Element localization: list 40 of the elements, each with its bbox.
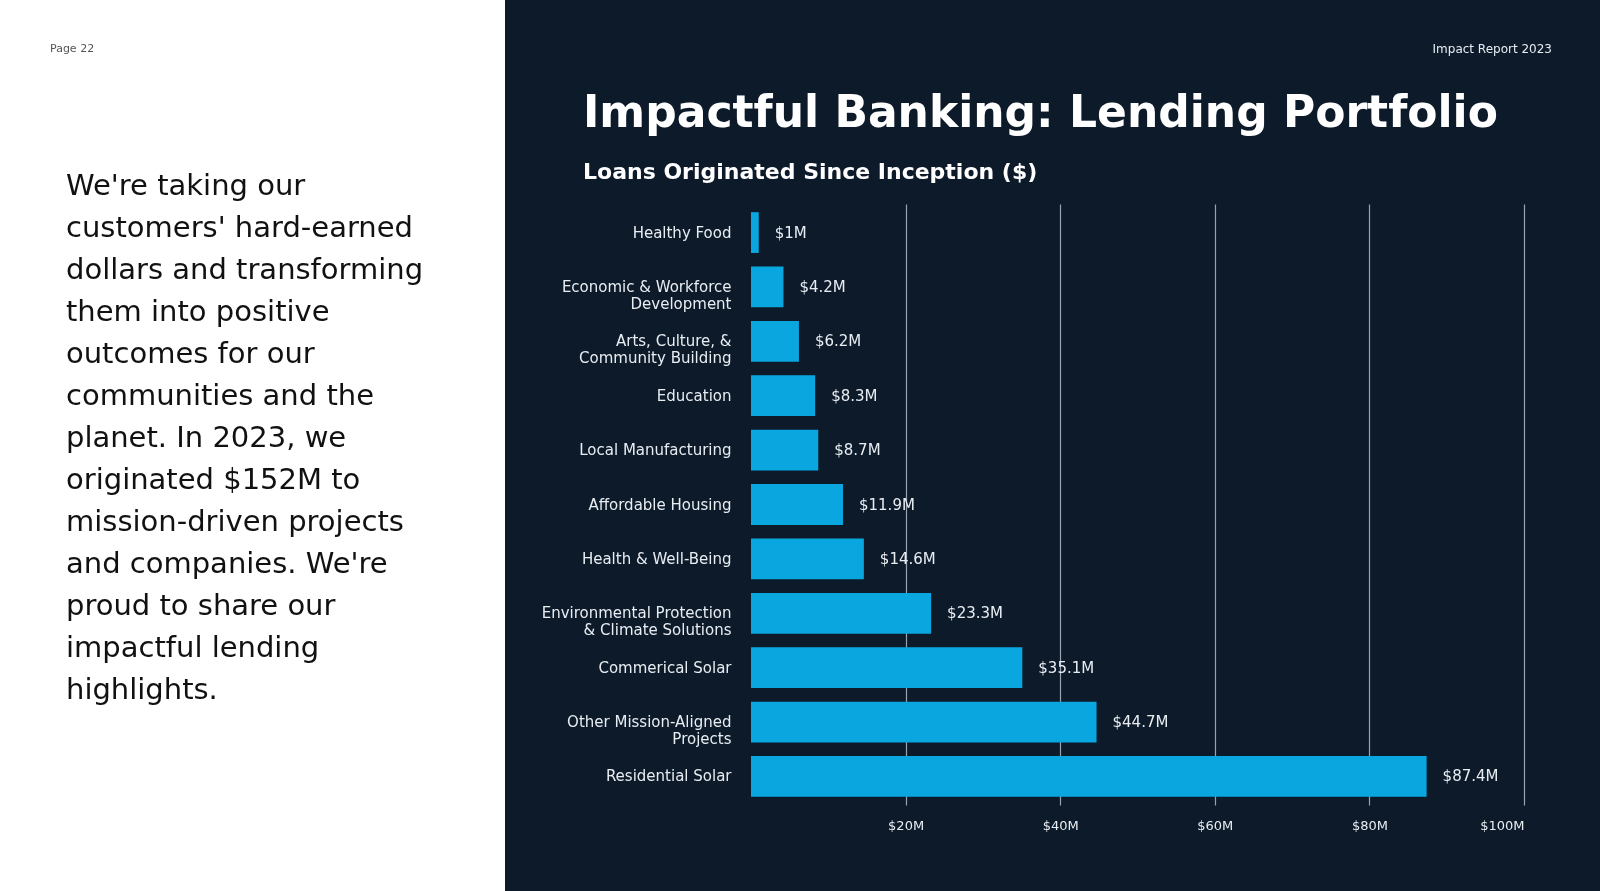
text: Impact Report 2023 [1432, 42, 1552, 56]
data-label: $23.3M [947, 604, 1003, 623]
bar [751, 647, 1023, 689]
y-tick-label: Economic & Workforce Development [561, 277, 732, 313]
y-tick-label: Residential Solar [605, 767, 733, 786]
bar [751, 212, 759, 253]
x-tick-label: $20M [888, 817, 925, 833]
x-tick-label: $40M [1042, 817, 1079, 833]
bar [751, 592, 932, 634]
y-tick-label: Other Mission-Aligned Projects [567, 713, 732, 749]
bar [751, 320, 799, 362]
bar [751, 701, 1097, 743]
data-label: $44.7M [1112, 713, 1169, 732]
bar [751, 484, 843, 525]
data-label: $1M [774, 223, 807, 242]
bar [751, 375, 816, 417]
data-label: $4.2M [799, 277, 846, 296]
data-label: $8.3M [831, 386, 878, 405]
y-tick-label: Local Manufacturing [579, 441, 732, 460]
y-tick-label: Health & Well-Being [581, 549, 732, 568]
y-tick-label: Healthy Food [632, 223, 732, 242]
x-tick-label: $80M [1351, 817, 1388, 833]
data-label: $87.4M [1442, 767, 1499, 786]
data-label: $6.2M [814, 332, 862, 351]
y-tick-label: Affordable Housing [588, 495, 732, 514]
text: We're taking our customers' hard-earned dollars and transforming them into positive outcomes for our communities and the planet. In 2023, we originated $152M to mission-driven projects and companies. We're proud to share our impactful lending highlights. [66, 168, 424, 706]
x-tick-label: $60M [1197, 817, 1234, 833]
y-tick-label: Education [656, 386, 732, 405]
chart-title: Impactful Banking: Lending Portfolio [583, 86, 1498, 137]
bar [751, 429, 819, 471]
bar [751, 756, 1427, 797]
x-tick-label: $100M [1480, 817, 1525, 833]
bar [751, 266, 784, 308]
data-label: $8.7M [834, 441, 881, 460]
text: Page 22 [50, 42, 95, 55]
y-tick-label: Arts, Culture, & Community Building [579, 332, 732, 368]
y-tick-label: Commerical Solar [598, 658, 733, 677]
bar [751, 538, 864, 580]
chart-subtitle: Loans Originated Since Inception ($) [583, 159, 1038, 184]
y-tick-label: Environmental Protection & Climate Solutions [541, 604, 732, 640]
